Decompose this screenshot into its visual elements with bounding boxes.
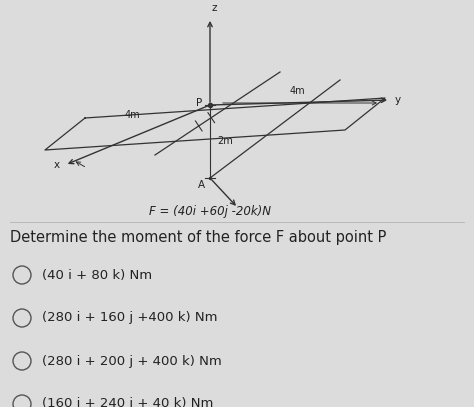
Text: A: A (198, 180, 205, 190)
Text: 2m: 2m (217, 136, 233, 147)
Text: (160 i + 240 j + 40 k) Nm: (160 i + 240 j + 40 k) Nm (42, 398, 213, 407)
Text: P: P (196, 98, 202, 108)
Text: F = (40i +60j -20k)N: F = (40i +60j -20k)N (149, 205, 271, 218)
Text: y: y (395, 95, 401, 105)
Text: (280 i + 200 j + 400 k) Nm: (280 i + 200 j + 400 k) Nm (42, 354, 222, 368)
Text: x: x (54, 160, 60, 170)
Text: 4m: 4m (290, 85, 305, 96)
Text: z: z (212, 3, 218, 13)
Text: (40 i + 80 k) Nm: (40 i + 80 k) Nm (42, 269, 152, 282)
Text: (280 i + 160 j +400 k) Nm: (280 i + 160 j +400 k) Nm (42, 311, 218, 324)
Text: 4m: 4m (125, 109, 140, 120)
Text: Determine the moment of the force F about point P: Determine the moment of the force F abou… (10, 230, 386, 245)
